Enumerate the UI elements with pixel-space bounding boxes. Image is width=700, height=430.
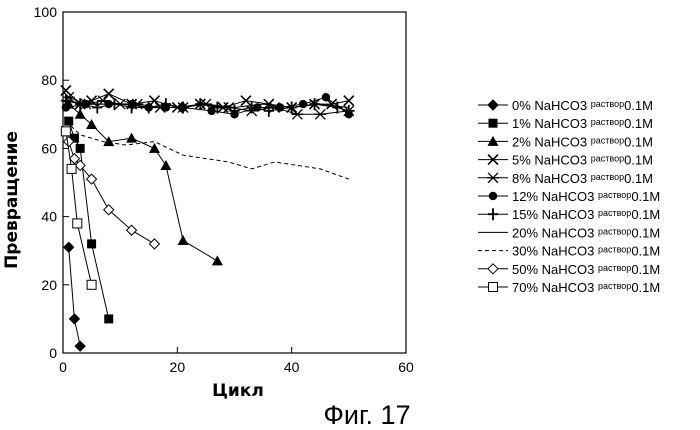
legend-entry-1: 0% NaHCO3 раствор0.1M [478,98,653,113]
data-point [149,239,159,249]
legend-marker [488,208,498,220]
data-point [322,93,330,101]
legend-label: 70% NaHCO3 раствор0.1M [512,280,660,295]
series-2 [64,117,113,324]
legend-label: 30% NaHCO3 раствор0.1M [512,244,660,259]
data-point [104,89,114,99]
data-point [212,255,223,265]
y-tick-label-20: 20 [41,277,57,293]
legend-label: 12% NaHCO3 раствор0.1M [512,189,660,204]
y-tick-label-80: 80 [41,72,57,88]
data-point [276,103,284,111]
legend-label: 1% NaHCO3 раствор0.1M [512,116,653,131]
legend-entry-8: 20% NaHCO3 раствор0.1M [478,225,660,240]
data-point [291,109,303,119]
data-point [241,96,251,106]
data-point [87,280,96,289]
plot-area [61,85,355,351]
x-tick-label-20: 20 [170,359,186,375]
legend-marker [488,264,498,274]
data-point [178,235,189,245]
data-point [64,242,74,252]
series-line-9 [66,121,349,179]
legend-entry-10: 50% NaHCO3 раствор0.1M [478,262,660,277]
data-point [160,160,171,170]
y-tick-label-40: 40 [41,209,57,225]
legend-label: 5% NaHCO3 раствор0.1M [512,153,653,168]
legend: 0% NaHCO3 раствор0.1M 1% NaHCO3 раствор0.… [478,98,660,295]
y-axis-label: Превращение [2,131,22,269]
data-point [149,143,160,153]
data-point [61,127,70,136]
y-tick-label-0: 0 [49,345,57,361]
legend-marker [488,100,498,110]
legend-entry-11: 70% NaHCO3 раствор0.1M [478,280,660,295]
data-point [75,341,85,351]
legend-label: 8% NaHCO3 раствор0.1M [512,171,653,186]
legend-label: 20% NaHCO3 раствор0.1M [512,225,660,240]
legend-entry-2: 1% NaHCO3 раствор0.1M [478,116,653,131]
plot-frame [63,12,406,353]
legend-entry-6: 12% NaHCO3 раствор0.1M [478,189,660,204]
legend-label: 50% NaHCO3 раствор0.1M [512,262,660,277]
data-point [299,100,307,108]
ticks: 0 20 40 60 80 100 0 20 40 60 [34,4,414,375]
data-point [126,133,137,143]
legend-entry-9: 30% NaHCO3 раствор0.1M [478,244,660,259]
legend-marker [487,173,499,183]
axes [63,12,406,353]
legend-label: 0% NaHCO3 раствор0.1M [512,98,653,113]
data-point [314,109,326,119]
legend-marker [489,192,497,200]
x-tick-label-40: 40 [284,359,300,375]
data-point [73,219,82,228]
data-point [104,314,113,323]
x-tick-label-0: 0 [59,359,67,375]
series-line-1 [69,247,81,346]
series-9 [66,121,349,179]
y-tick-label-100: 100 [34,4,58,20]
legend-label: 15% NaHCO3 раствор0.1M [512,207,660,222]
y-tick-label-60: 60 [41,140,57,156]
data-point [67,164,76,173]
data-point [344,96,354,106]
x-tick-label-60: 60 [398,359,414,375]
legend-entry-5: 8% NaHCO3 раствор0.1M [478,171,653,186]
figure-label: Фиг. 17 [323,400,410,430]
legend-label: 2% NaHCO3 раствор0.1M [512,134,653,149]
series-1 [64,242,85,351]
data-point [87,239,96,248]
data-point [64,117,73,126]
x-axis-label: Цикл [212,381,264,401]
legend-entry-3: 2% NaHCO3 раствор0.1M [478,134,653,149]
data-point [76,144,85,153]
legend-entry-4: 5% NaHCO3 раствор0.1M [478,153,653,168]
legend-marker [489,283,498,292]
series-10 [64,137,160,249]
legend-marker [489,119,498,128]
data-point [69,314,79,324]
legend-entry-7: 15% NaHCO3 раствор0.1M [478,207,660,222]
